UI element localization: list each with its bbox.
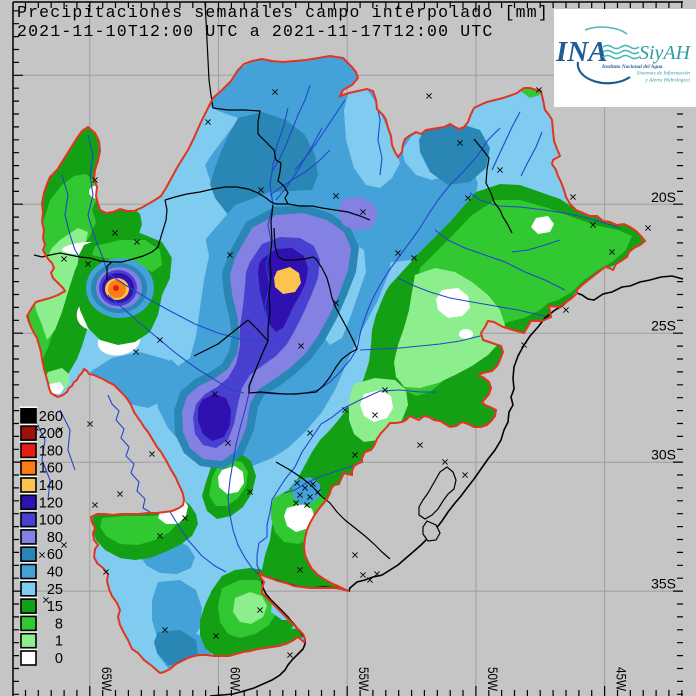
svg-text:120: 120 — [39, 495, 63, 511]
svg-text:55W: 55W — [356, 667, 371, 691]
svg-text:15: 15 — [47, 599, 63, 615]
svg-text:200: 200 — [39, 426, 63, 442]
svg-text:260: 260 — [39, 409, 63, 425]
svg-text:80: 80 — [47, 530, 63, 546]
svg-text:INA: INA — [555, 36, 608, 68]
svg-text:1: 1 — [55, 634, 63, 650]
svg-text:30S: 30S — [651, 447, 676, 463]
svg-text:35S: 35S — [651, 576, 676, 592]
svg-text:180: 180 — [39, 443, 63, 459]
svg-text:100: 100 — [39, 513, 63, 529]
svg-text:160: 160 — [39, 461, 63, 477]
svg-text:25: 25 — [47, 582, 63, 598]
svg-text:20S: 20S — [651, 189, 676, 205]
svg-text:8: 8 — [55, 616, 63, 632]
svg-text:Precipitaciones semanales camp: Precipitaciones semanales campo interpol… — [17, 3, 549, 22]
svg-text:Instituto Nacional del Agua: Instituto Nacional del Agua — [601, 64, 663, 70]
svg-text:40: 40 — [47, 565, 63, 581]
svg-text:2021-11-10T12:00 UTC a 2021-11: 2021-11-10T12:00 UTC a 2021-11-17T12:00 … — [17, 22, 494, 41]
svg-text:60: 60 — [47, 547, 63, 563]
svg-text:y Alerta Hidrológica: y Alerta Hidrológica — [644, 78, 690, 84]
svg-text:25S: 25S — [651, 318, 676, 334]
svg-text:140: 140 — [39, 478, 63, 494]
svg-text:Sistemas de Información: Sistemas de Información — [637, 70, 691, 77]
svg-text:60W: 60W — [228, 667, 243, 691]
svg-text:45W: 45W — [614, 667, 629, 691]
svg-text:65W: 65W — [99, 667, 114, 691]
svg-text:50W: 50W — [485, 667, 500, 691]
svg-text:0: 0 — [55, 651, 63, 667]
svg-text:SiyAH: SiyAH — [639, 42, 692, 64]
